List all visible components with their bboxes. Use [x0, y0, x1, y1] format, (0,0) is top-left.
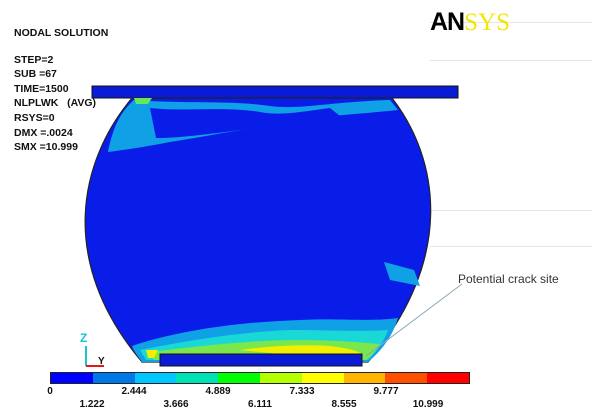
info-line-dmx: DMX =.0024 — [14, 126, 73, 139]
logo-sys: SYS — [464, 9, 510, 36]
legend-tick-label: 8.555 — [331, 399, 357, 410]
ansys-logo: ANSYS — [430, 8, 510, 37]
solution-info: NODAL SOLUTION STEP=2 SUB =67 TIME=1500 … — [14, 26, 108, 155]
legend-color-cell — [301, 373, 344, 383]
background-line — [430, 210, 592, 211]
bottom-contour-band-yellow — [240, 345, 362, 356]
solution-title: NODAL SOLUTION — [14, 27, 109, 39]
bottom-plate — [159, 353, 363, 367]
legend-tick-label: 9.777 — [373, 386, 399, 397]
background-line — [430, 246, 592, 247]
info-line-step: STEP=2 — [14, 53, 54, 66]
contour-legend-bar — [50, 372, 470, 384]
legend-tick-label: 0 — [47, 386, 53, 397]
legend-color-cell — [343, 373, 386, 383]
side-contour-patch — [384, 262, 420, 286]
top-plate — [91, 85, 459, 99]
info-line-sub: SUB =67 — [14, 68, 57, 81]
legend-tick-label: 10.999 — [412, 399, 444, 410]
legend-tick-label: 6.111 — [248, 399, 272, 410]
legend-tick-label: 2.444 — [121, 386, 147, 397]
logo-an: AN — [430, 8, 465, 36]
top-edge-green — [134, 98, 152, 104]
bottom-hotspot-left — [146, 350, 158, 358]
info-line-smx: SMX =10.999 — [14, 141, 78, 154]
legend-color-cell — [218, 373, 260, 383]
legend-color-cell — [92, 373, 135, 383]
legend-tick-label: 4.889 — [205, 386, 231, 397]
crack-site-annotation: Potential crack site — [458, 272, 559, 286]
legend-color-cell — [259, 373, 302, 383]
legend-tick-label: 7.333 — [289, 386, 315, 397]
info-line-time: TIME=1500 — [14, 82, 69, 95]
legend-color-cell — [427, 373, 469, 383]
legend-color-cell — [51, 373, 93, 383]
background-line — [430, 60, 592, 61]
top-inner-blue — [150, 108, 340, 138]
legend-color-cell — [176, 373, 219, 383]
info-line-rsys: RSYS=0 — [14, 111, 55, 124]
legend-tick-label: 3.666 — [163, 399, 189, 410]
legend-color-cell — [385, 373, 428, 383]
background-line — [430, 22, 592, 23]
legend-color-cell — [134, 373, 177, 383]
callout-leader-line — [365, 283, 463, 357]
info-line-result: NLPLWK (AVG) — [14, 97, 97, 110]
legend-tick-label: 1.222 — [79, 399, 105, 410]
